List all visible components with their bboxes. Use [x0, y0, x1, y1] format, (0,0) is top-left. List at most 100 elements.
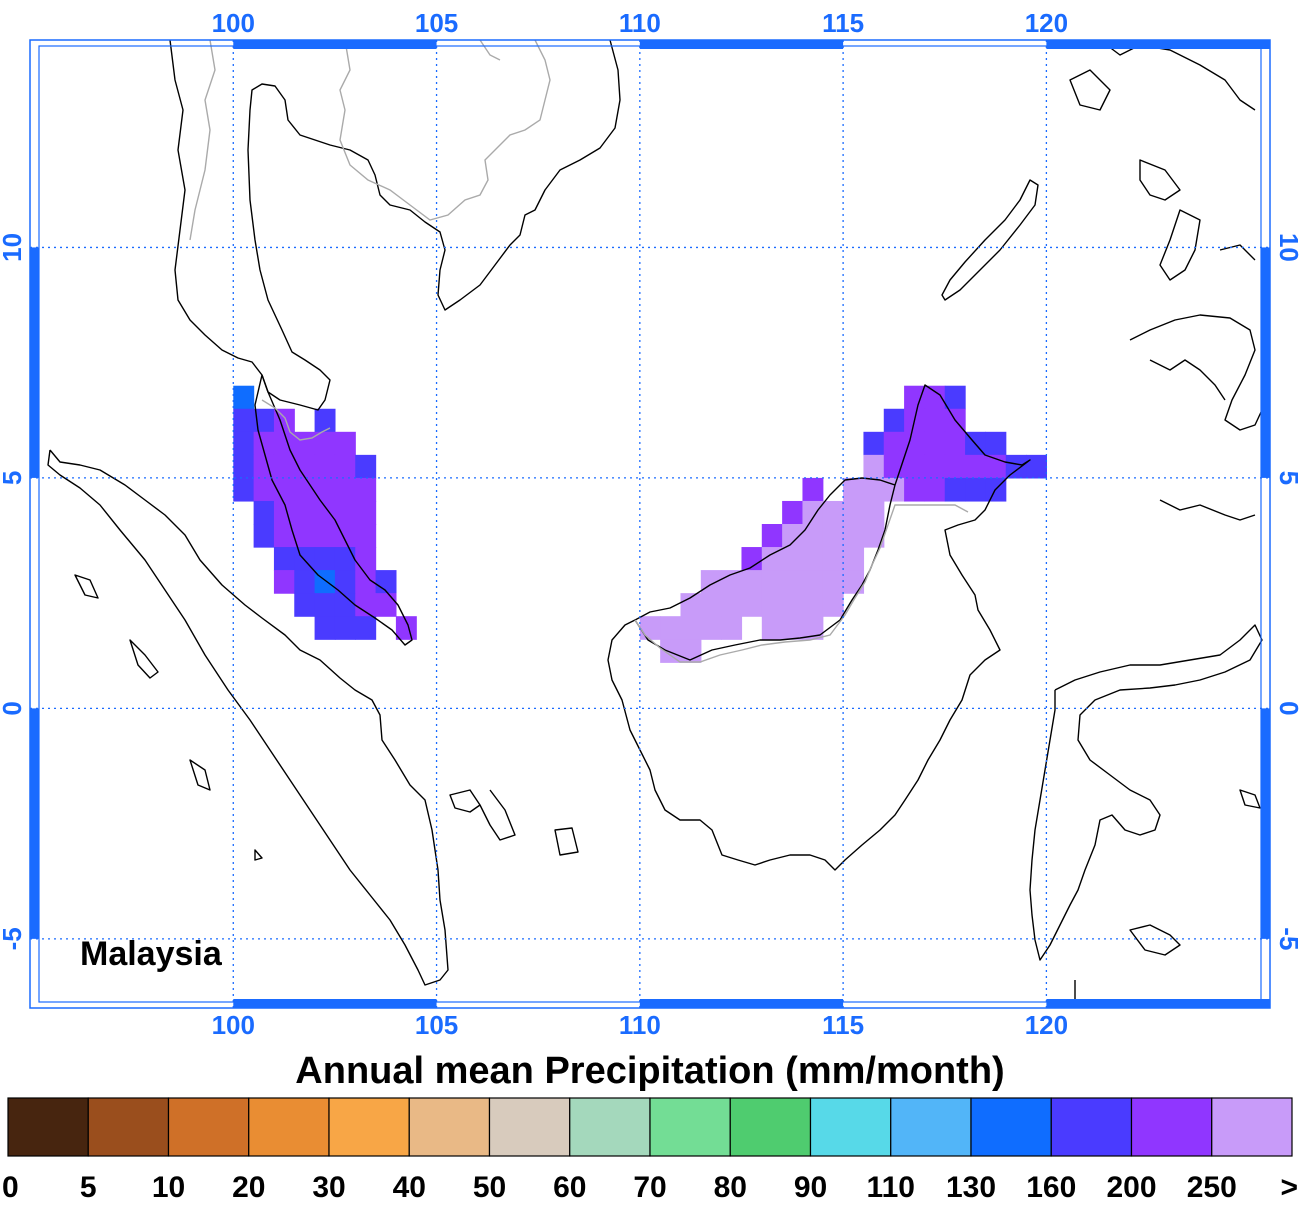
precip-cell	[863, 500, 885, 525]
precip-cell	[700, 593, 722, 617]
precip-cell	[314, 454, 336, 479]
precip-cell	[782, 570, 804, 594]
precip-cell	[721, 593, 743, 617]
colorbar-label: 130	[946, 1171, 996, 1204]
lat-tick-label-left: 5	[0, 471, 27, 485]
precip-cell	[355, 524, 377, 548]
lat-tick-label-right: 0	[1274, 701, 1300, 715]
precip-cell	[782, 547, 804, 571]
precip-cell	[802, 500, 824, 525]
map-frame	[29, 39, 1271, 1009]
precip-cell	[294, 454, 316, 479]
precip-cell	[822, 570, 844, 594]
colorbar-label: 90	[794, 1171, 827, 1204]
precip-cell	[761, 570, 783, 594]
precip-cell	[660, 639, 682, 663]
precip-cell	[721, 570, 743, 594]
precip-cell	[334, 616, 356, 640]
precip-cell	[355, 477, 377, 502]
precip-cell	[741, 570, 763, 594]
precip-cell	[822, 524, 844, 548]
frame-segment	[233, 40, 437, 49]
lon-tick-label-bottom: 115	[822, 1010, 864, 1040]
precip-cell	[334, 454, 356, 479]
coastline-indochina	[169, 39, 621, 411]
coastline-sumatra	[47, 449, 449, 986]
precip-cell	[314, 408, 336, 433]
colorbar-swatch	[328, 1097, 410, 1157]
colorbar-swatch	[729, 1097, 812, 1157]
precip-cell	[782, 500, 804, 525]
precip-cell	[944, 385, 966, 410]
precip-cell	[843, 547, 865, 571]
precip-cell	[924, 454, 946, 479]
precip-cell	[375, 593, 397, 617]
precip-cell	[863, 477, 885, 502]
border-indochina	[189, 39, 551, 241]
precip-cell	[924, 431, 946, 456]
colorbar-swatch	[649, 1097, 731, 1157]
precip-cell	[253, 431, 275, 456]
outer-frame	[29, 39, 1271, 1009]
border-thailand-malaysia	[261, 399, 331, 441]
precip-cell	[924, 408, 946, 433]
precip-cell	[334, 500, 356, 525]
lon-tick-label-bottom: 110	[619, 1010, 661, 1040]
colorbar-swatch	[408, 1097, 491, 1157]
colorbar-label: 0	[2, 1171, 19, 1204]
precip-cell	[680, 593, 702, 617]
country-borders	[189, 39, 969, 663]
precip-cell	[233, 477, 255, 502]
colorbar-swatch	[809, 1097, 892, 1157]
precip-cell	[883, 408, 905, 433]
precip-cell	[761, 616, 783, 640]
precip-cell	[741, 547, 763, 571]
lat-tick-label-left: -5	[0, 927, 27, 950]
precip-cell	[904, 431, 926, 456]
precip-cell	[355, 500, 377, 525]
precip-cell	[700, 570, 722, 594]
precip-cell	[965, 454, 987, 479]
precip-cell	[802, 547, 824, 571]
precip-cell	[802, 616, 824, 640]
colorbar-label: 5	[80, 1171, 97, 1204]
inner-frame	[38, 45, 1262, 1003]
precip-cell	[1026, 454, 1047, 479]
precip-cell	[782, 524, 804, 548]
frame-segment	[1046, 40, 1270, 49]
colorbar-label: 30	[312, 1171, 345, 1204]
precip-cell	[924, 385, 946, 410]
precip-cell	[782, 593, 804, 617]
lon-tick-label-bottom: 100	[212, 1010, 255, 1040]
precip-cell	[822, 500, 844, 525]
frame-segment	[30, 708, 39, 939]
precip-cell	[273, 477, 295, 502]
lon-tick-label-bottom: 105	[415, 1010, 458, 1040]
lat-tick-label-left: 10	[0, 233, 27, 262]
colorbar-label: 60	[553, 1171, 586, 1204]
coastline-malay-peninsula	[254, 374, 413, 646]
precip-cell	[294, 593, 316, 617]
precip-cell	[802, 524, 824, 548]
coastline-sulawesi	[1029, 624, 1263, 961]
colorbar-title: Annual mean Precipitation (mm/month)	[295, 1050, 1004, 1092]
precip-cell	[273, 547, 295, 571]
precip-cell	[883, 431, 905, 456]
precip-cell	[334, 593, 356, 617]
precip-cell	[253, 477, 275, 502]
precip-cell	[233, 385, 255, 410]
precip-cell	[660, 616, 682, 640]
axis-tick-labels: 10010010510511011011511512012010105500-5…	[0, 8, 1300, 1040]
precip-cell	[253, 454, 275, 479]
lat-tick-label-right: -5	[1274, 927, 1300, 950]
frame-segment	[30, 247, 39, 478]
precip-cell	[233, 408, 255, 433]
precip-cell	[822, 593, 844, 617]
colorbar-label: 20	[232, 1171, 265, 1204]
precip-cell	[761, 593, 783, 617]
precip-cell	[273, 524, 295, 548]
precip-cell	[294, 570, 316, 594]
colorbar-swatch	[890, 1097, 972, 1157]
precip-cell	[944, 477, 966, 502]
